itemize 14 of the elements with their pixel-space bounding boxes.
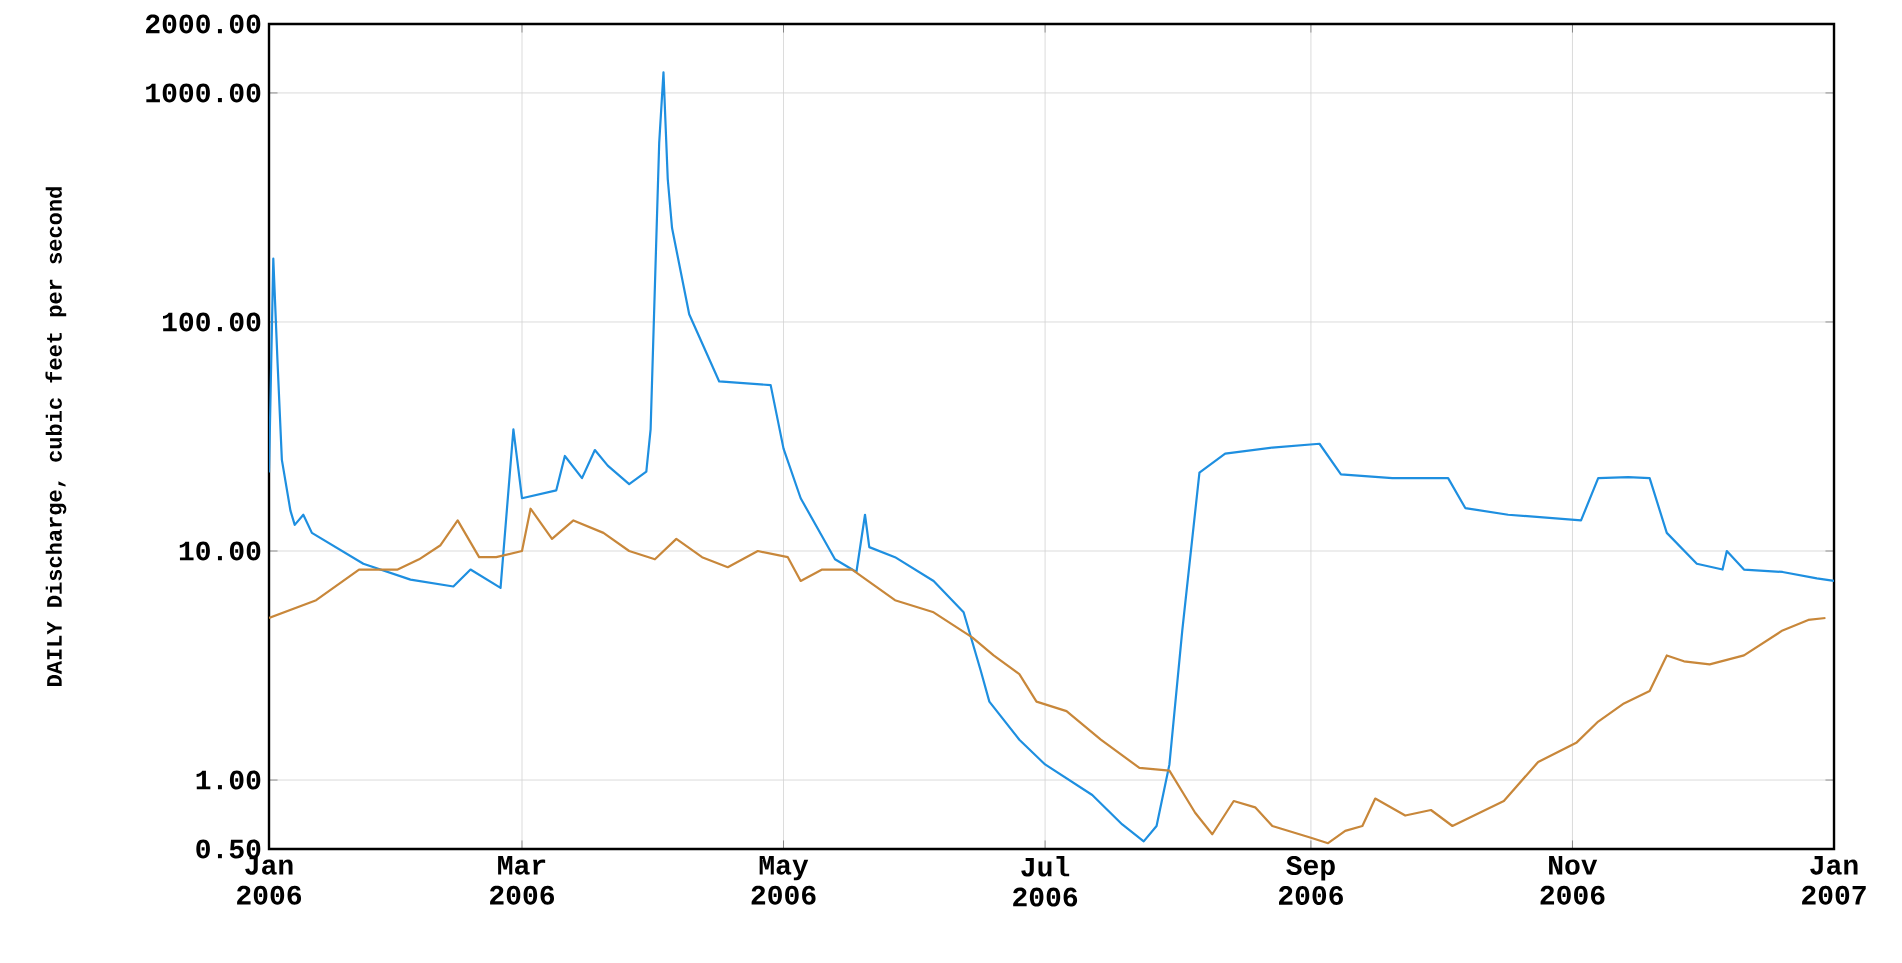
y-tick-label: 2000.00 <box>146 14 261 34</box>
y-tick-label: 1000.00 <box>146 83 261 103</box>
x-tick-label: Mar 2006 <box>490 856 555 905</box>
x-tick-label: Nov 2006 <box>1540 856 1605 905</box>
y-tick-label: 100.00 <box>163 312 261 332</box>
x-tick-label: Jul 2006 <box>1013 856 1078 907</box>
x-tick-label: May 2006 <box>751 856 816 905</box>
line-series <box>269 71 1835 843</box>
y-tick-label: 10.00 <box>179 541 261 561</box>
x-tick-label: Sep 2006 <box>1279 856 1343 906</box>
y-tick-label: 1.00 <box>196 770 261 790</box>
x-tick-label: Jan 2007 <box>1802 856 1866 905</box>
line-series <box>269 507 1827 845</box>
y-axis-title: DAILY Discharge, cubic feet per second <box>45 187 67 686</box>
